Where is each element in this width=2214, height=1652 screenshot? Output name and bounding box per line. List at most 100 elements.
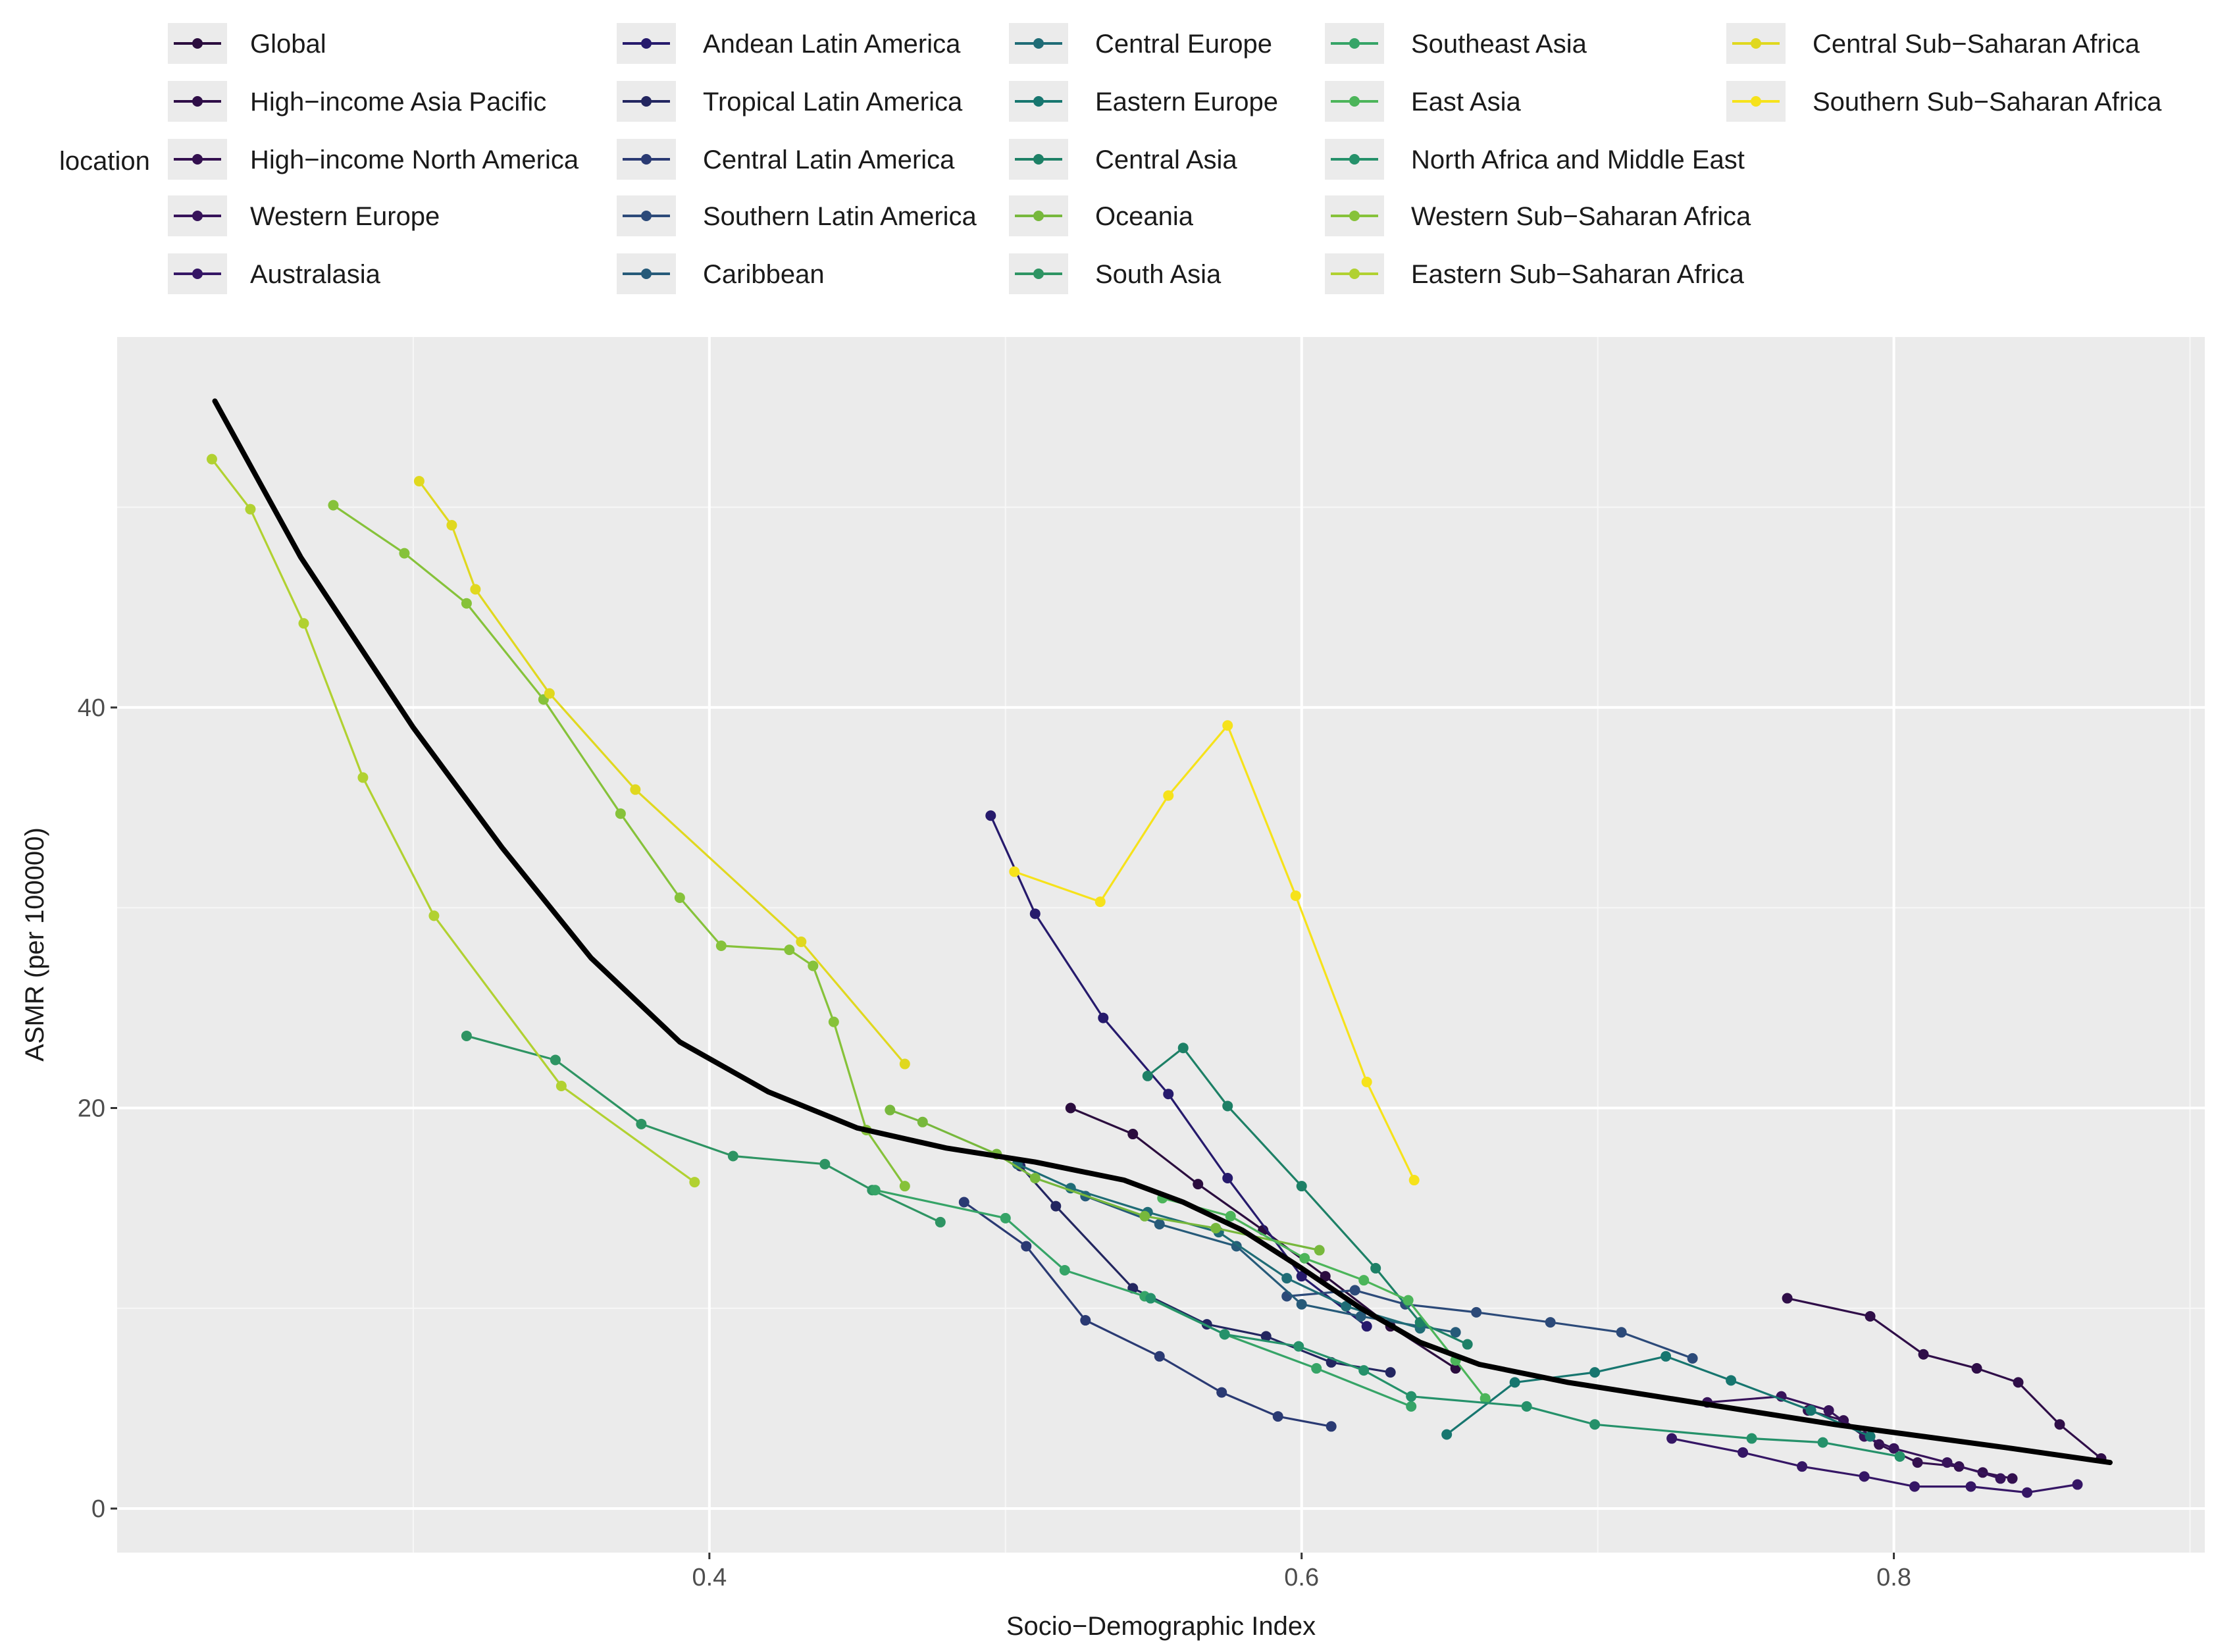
data-point	[206, 453, 217, 465]
data-point	[1358, 1365, 1370, 1376]
legend-label: Australasia	[250, 260, 381, 289]
data-point	[1296, 1271, 1307, 1282]
series-line	[332, 503, 906, 1187]
data-point	[869, 1185, 881, 1196]
data-point	[2022, 1487, 2033, 1498]
data-point	[715, 941, 727, 952]
legend-key-point	[1033, 38, 1044, 49]
legend-label: East Asia	[1411, 88, 1522, 116]
data-point	[1272, 1411, 1283, 1422]
legend-key-point	[1349, 154, 1360, 165]
x-tick-label: 0.8	[1876, 1564, 1911, 1591]
series-line	[1670, 1437, 2079, 1494]
legend-label: South Asia	[1095, 260, 1222, 289]
legend-key-point	[1349, 38, 1360, 49]
data-point	[1216, 1387, 1227, 1398]
data-point	[1311, 1363, 1322, 1374]
data-point	[1616, 1327, 1627, 1338]
data-point	[796, 936, 807, 947]
data-point	[828, 1016, 839, 1027]
data-point	[1797, 1461, 1808, 1472]
data-point	[1358, 1275, 1370, 1286]
legend-key-point	[1751, 38, 1761, 49]
legend-label: Southern Sub−Saharan Africa	[1813, 88, 2162, 116]
data-point	[1942, 1457, 1953, 1468]
data-point	[1098, 1012, 1109, 1023]
legend-item-high-income-asia-pacific: High−income Asia Pacific	[168, 81, 546, 122]
data-point	[2007, 1473, 2018, 1484]
data-point	[1406, 1401, 1417, 1412]
data-point	[1193, 1179, 1204, 1190]
y-tick-label: 20	[78, 1095, 105, 1122]
data-point	[1142, 1070, 1153, 1081]
data-point	[1370, 1262, 1381, 1274]
data-point	[1361, 1321, 1372, 1332]
legend-item-southeast-asia: Southeast Asia	[1325, 23, 1587, 64]
data-point	[1471, 1306, 1482, 1318]
legend-key-point	[1033, 211, 1044, 221]
legend-label: Central Latin America	[703, 145, 955, 174]
legend-label: Eastern Sub−Saharan Africa	[1411, 260, 1745, 289]
axes: 0.4 0.6 0.8 0 20 40	[78, 694, 1911, 1591]
data-point	[1290, 890, 1301, 901]
legend-key-point	[1751, 96, 1761, 107]
data-point	[1894, 1451, 1905, 1462]
data-point	[1009, 866, 1020, 877]
series-western-sub-saharan-africa	[328, 500, 910, 1192]
legend-item-andean-latin-america: Andean Latin America	[617, 23, 961, 64]
data-point	[1029, 908, 1041, 919]
legend: location Global High−income Asia Pacific H…	[59, 23, 2162, 294]
data-point	[461, 598, 472, 609]
legend-key-point	[192, 154, 203, 165]
legend-key-point	[641, 154, 652, 165]
series-southern-sub-saharan-africa	[1009, 720, 1420, 1186]
legend-key-point	[1033, 96, 1044, 107]
data-point	[1480, 1393, 1491, 1404]
legend-key-point	[641, 269, 652, 279]
legend-item-western-sub-saharan-africa: Western Sub−Saharan Africa	[1325, 195, 1751, 236]
data-point	[630, 784, 641, 795]
data-point	[1441, 1429, 1453, 1440]
data-point	[1726, 1375, 1737, 1386]
data-point	[1296, 1181, 1307, 1192]
series-central-asia	[1142, 1043, 1473, 1350]
y-axis-title: ASMR (per 100000)	[20, 827, 49, 1062]
series-east-asia	[1157, 1193, 1491, 1404]
data-point	[935, 1216, 946, 1227]
legend-key-point	[1349, 211, 1360, 221]
legend-key-point	[192, 211, 203, 221]
data-point	[1299, 1252, 1310, 1264]
legend-label: High−income Asia Pacific	[250, 88, 546, 116]
legend-item-east-asia: East Asia	[1325, 81, 1522, 122]
data-point	[298, 618, 309, 629]
series-expected	[212, 398, 2113, 1466]
legend-label: Southeast Asia	[1411, 30, 1587, 59]
legend-item-eastern-europe: Eastern Europe	[1009, 81, 1278, 122]
data-point	[1260, 1331, 1272, 1342]
data-point	[1509, 1377, 1520, 1388]
data-point	[1021, 1241, 1032, 1252]
x-tick-label: 0.6	[1284, 1564, 1319, 1591]
data-point	[428, 910, 440, 921]
legend-item-southern-sub-saharan-africa: Southern Sub−Saharan Africa	[1726, 81, 2162, 122]
data-point	[1817, 1437, 1828, 1448]
data-point	[1177, 1043, 1189, 1054]
data-point	[1865, 1310, 1876, 1322]
data-point	[1355, 1310, 1366, 1322]
legend-label: North Africa and Middle East	[1411, 145, 1745, 174]
legend-item-central-sub-saharan-africa: Central Sub−Saharan Africa	[1726, 23, 2140, 64]
data-point	[1361, 1076, 1372, 1087]
series-southern-latin-america	[1281, 1285, 1698, 1364]
legend-item-high-income-north-america: High−income North America	[168, 139, 579, 180]
data-point	[636, 1118, 647, 1129]
series-eastern-europe	[1441, 1351, 1876, 1442]
legend-label: Western Sub−Saharan Africa	[1411, 202, 1751, 231]
data-point	[1080, 1315, 1091, 1326]
data-point	[470, 584, 481, 595]
data-point	[1995, 1473, 2006, 1484]
legend-item-south-asia: South Asia	[1009, 253, 1222, 294]
data-point	[1408, 1175, 1420, 1186]
data-point	[784, 944, 795, 956]
data-point	[245, 503, 256, 515]
legend-key-point	[1033, 269, 1044, 279]
